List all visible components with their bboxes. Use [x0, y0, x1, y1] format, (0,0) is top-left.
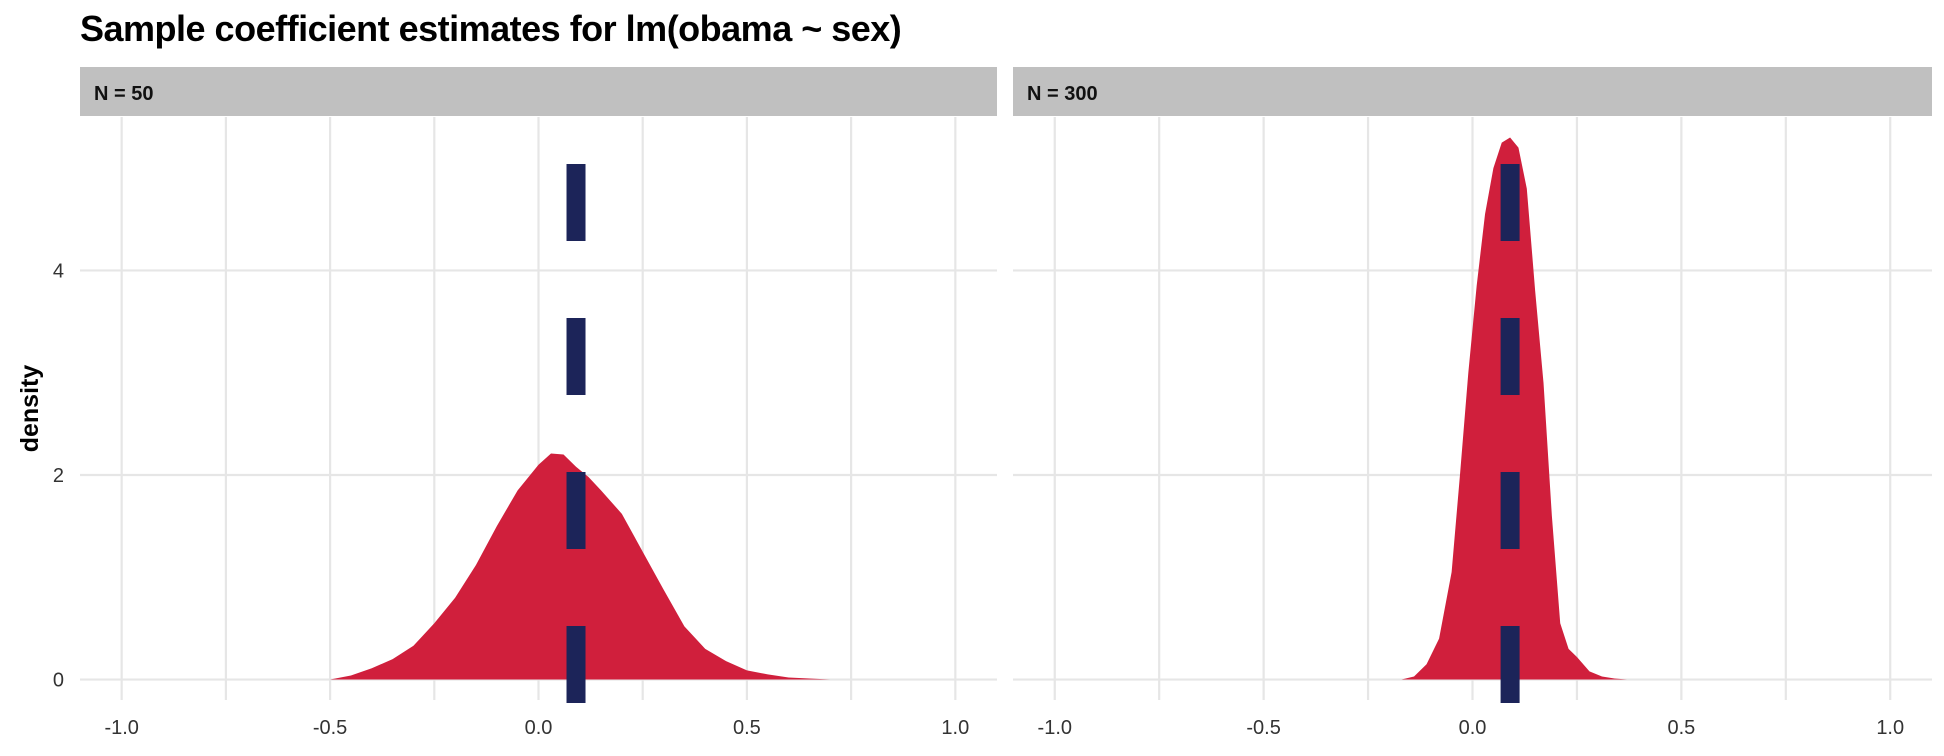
y-tick-label: 4	[53, 260, 64, 282]
x-tick-label: -0.5	[313, 717, 347, 739]
x-tick-label: -1.0	[1038, 717, 1072, 739]
x-tick-label: -0.5	[1246, 717, 1280, 739]
facet-strip	[80, 67, 997, 116]
x-tick-label: 0.0	[525, 717, 553, 739]
x-tick-label: 1.0	[941, 717, 969, 739]
x-tick-label: 0.5	[1667, 717, 1695, 739]
x-tick-label: 1.0	[1876, 717, 1904, 739]
density-area	[1401, 137, 1628, 680]
facet-strip-label: N = 50	[94, 83, 153, 105]
x-tick-label: 0.5	[733, 717, 761, 739]
y-axis-label: density	[16, 365, 44, 453]
facet-strip	[1013, 67, 1932, 116]
x-tick-label: -1.0	[104, 717, 138, 739]
y-tick-label: 0	[53, 670, 64, 692]
facet-strip-label: N = 300	[1027, 83, 1098, 105]
density-area	[330, 453, 843, 680]
y-tick-label: 2	[53, 465, 64, 487]
x-tick-label: 0.0	[1459, 717, 1487, 739]
chart-title: Sample coefficient estimates for lm(obam…	[80, 8, 902, 49]
